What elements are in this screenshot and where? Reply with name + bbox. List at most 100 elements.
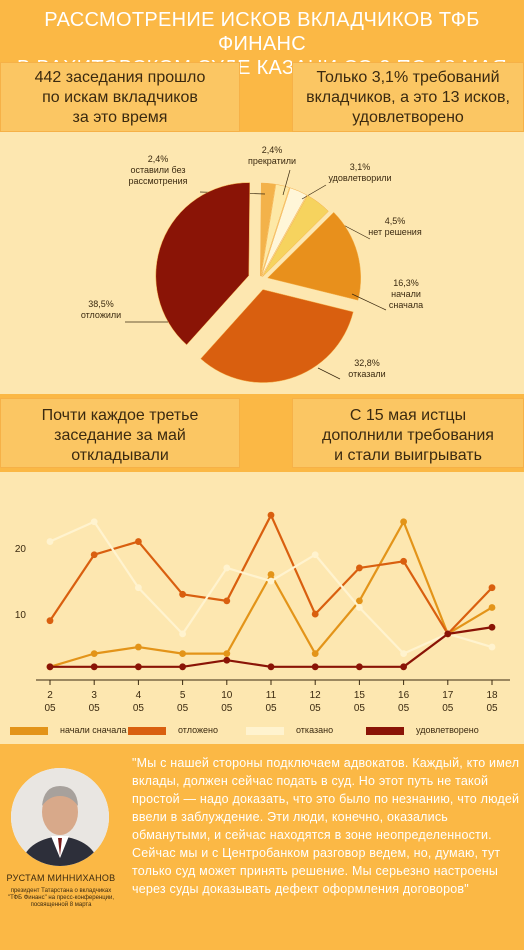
x-tick-label: 17 (442, 690, 454, 701)
stat-box-winning: С 15 мая истцы дополнили требования и ст… (292, 398, 524, 468)
data-point (488, 643, 496, 651)
x-tick-label: 05 (310, 703, 322, 714)
series-line (49, 520, 493, 668)
avatar (11, 768, 109, 866)
data-point (267, 663, 275, 671)
x-tick-label: 4 (136, 690, 142, 701)
x-tick-label: 10 (221, 690, 233, 701)
data-point (179, 590, 187, 598)
legend-swatch (10, 727, 48, 735)
data-point (267, 577, 275, 585)
data-point (179, 630, 187, 638)
pie-slice (200, 289, 354, 383)
legend-label: удовлетворено (416, 725, 479, 735)
x-tick-label: 15 (354, 690, 366, 701)
data-point (400, 663, 407, 671)
data-point (444, 630, 452, 638)
stat-box-postponed: Почти каждое третье заседание за май отк… (0, 398, 240, 468)
pie-slice (260, 184, 290, 277)
stat-box-satisfied-text: Только 3,1% требований вкладчиков, а это… (306, 69, 510, 126)
data-point (223, 650, 231, 658)
stat-box-sessions: 442 заседания прошло по искам вкладчиков… (0, 62, 240, 132)
data-point (90, 518, 98, 526)
x-tick-label: 18 (486, 690, 498, 701)
pie-slice (155, 182, 251, 346)
data-point (488, 584, 496, 592)
x-tick-label: 3 (91, 690, 97, 701)
series-line (50, 626, 493, 668)
legend-label: начали сначала (60, 725, 127, 735)
pie-chart (125, 169, 387, 383)
pie-slice (262, 195, 329, 277)
data-point (135, 663, 142, 671)
data-point (46, 663, 54, 671)
data-point (488, 604, 496, 611)
pie-slice-label: 2,4% прекратили (247, 145, 297, 166)
y-tick-label: 20 (15, 544, 27, 555)
quote-section: РУСТАМ МИННИХАНОВ президент Татарстана о… (0, 746, 524, 950)
pie-slice-label: 4,5% нет решения (368, 216, 422, 237)
data-point (356, 564, 363, 572)
data-point (223, 597, 231, 605)
pie-slice-label: 38,5% отложили (80, 299, 122, 320)
x-tick-label: 05 (133, 703, 145, 714)
pie-slice (261, 187, 308, 277)
x-tick-label: 11 (266, 690, 277, 701)
data-point (90, 663, 98, 671)
x-tick-label: 05 (265, 703, 277, 714)
data-point (267, 571, 275, 578)
data-point (311, 663, 319, 671)
x-tick-label: 05 (486, 703, 498, 714)
data-point (267, 511, 275, 519)
x-tick-label: 05 (177, 703, 189, 714)
data-point (179, 650, 187, 658)
pie-slice-label: 2,4% оставили без рассмотрения (128, 154, 188, 186)
legend-swatch (366, 727, 404, 735)
legend-label: отложено (178, 725, 218, 735)
data-point (356, 663, 363, 671)
x-tick-label: 05 (354, 703, 366, 714)
x-tick-label: 05 (44, 703, 56, 714)
x-tick-label: 05 (398, 703, 410, 714)
data-point (311, 650, 319, 658)
series-line (49, 520, 493, 655)
x-tick-label: 5 (180, 690, 186, 701)
pie-slice-label: 3,1% удовлетворили (328, 162, 392, 183)
data-point (356, 604, 363, 611)
y-tick-label: 10 (15, 610, 27, 621)
data-point (179, 663, 187, 671)
quote-text: "Мы с нашей стороны подключаем адвокатов… (132, 756, 520, 896)
person-name: РУСТАМ МИННИХАНОВ (6, 873, 116, 883)
pie-slice-label: 16,3% начали сначала (388, 278, 424, 310)
legend-label: отказано (296, 725, 334, 735)
x-tick-label: 05 (442, 703, 454, 714)
data-point (400, 557, 407, 565)
data-point (400, 518, 407, 526)
pie-slice-label: 32,8% отказали (348, 358, 386, 379)
data-point (90, 551, 98, 559)
stat-box-winning-text: С 15 мая истцы дополнили требования и ст… (322, 407, 494, 464)
x-tick-label: 05 (221, 703, 233, 714)
data-point (400, 650, 407, 658)
data-point (311, 610, 319, 618)
person-description: президент Татарстана о вкладчиках "ТФБ Ф… (7, 888, 115, 908)
x-tick-label: 05 (89, 703, 101, 714)
data-point (223, 564, 231, 572)
x-tick-label: 16 (398, 690, 410, 701)
pie-leader-line (282, 169, 291, 196)
stat-box-satisfied: Только 3,1% требований вкладчиков, а это… (292, 62, 524, 132)
stat-box-sessions-text: 442 заседания прошло по искам вкладчиков… (34, 69, 206, 126)
data-point (311, 551, 319, 559)
stat-box-postponed-text: Почти каждое третье заседание за май отк… (41, 407, 199, 464)
x-tick-label: 12 (310, 690, 322, 701)
legend-swatch (246, 727, 284, 735)
pie-leader-line (351, 293, 387, 311)
pie-slice (267, 211, 361, 301)
line-chart: 2 05 3 05 4 05 5 05 10 05 11 05 12 05 15 05 16 05 17 05 18 05… (15, 511, 510, 714)
data-point (46, 538, 54, 545)
x-tick-label: 2 (47, 690, 53, 701)
pie-leader-line (317, 367, 341, 380)
data-point (135, 584, 142, 592)
pie-leader-line (301, 184, 327, 200)
pie-slice (260, 182, 276, 277)
